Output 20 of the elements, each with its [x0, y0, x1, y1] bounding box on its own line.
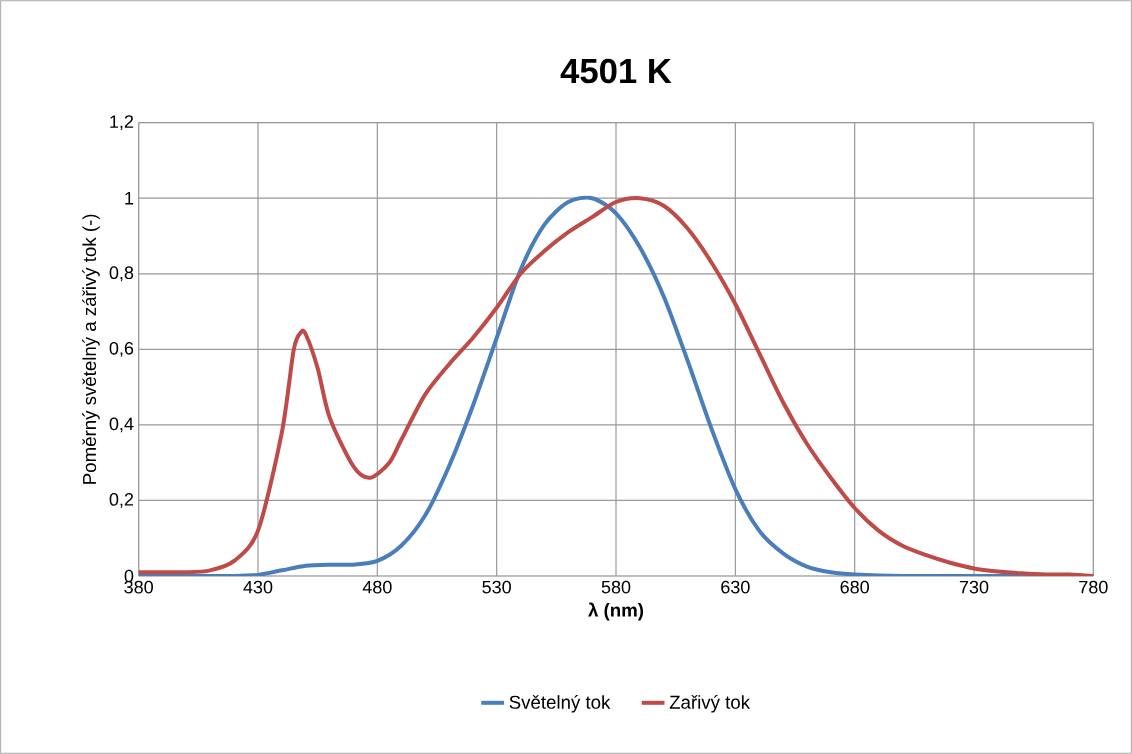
x-tick-label: 680: [840, 580, 869, 594]
y-axis-title: Poměrný světelný a zářivý tok (-): [82, 214, 100, 484]
y-tick-label: 0,2: [109, 493, 134, 508]
x-tick-label: 780: [1079, 580, 1108, 594]
legend-label: Zařivý tok: [669, 694, 751, 713]
y-tick-label: 0,4: [109, 417, 134, 433]
x-tick-label: 580: [601, 580, 631, 594]
x-tick-label: 480: [362, 580, 392, 594]
x-tick-label: 630: [721, 580, 750, 594]
x-tick-label: 730: [959, 580, 989, 594]
y-tick-label: 0,6: [109, 341, 134, 357]
x-tick-label: 430: [243, 580, 273, 594]
x-axis-title: λ (nm): [588, 602, 644, 621]
y-tick-label: 0,8: [109, 266, 134, 282]
line-series: [138, 196, 1094, 576]
chart-title: 4501 K: [560, 58, 672, 84]
y-tick-label: 1: [125, 192, 134, 205]
legend-label: Světelný tok: [509, 694, 611, 713]
y-tick-label: 1,2: [110, 115, 134, 131]
x-tick-label: 530: [482, 580, 511, 594]
